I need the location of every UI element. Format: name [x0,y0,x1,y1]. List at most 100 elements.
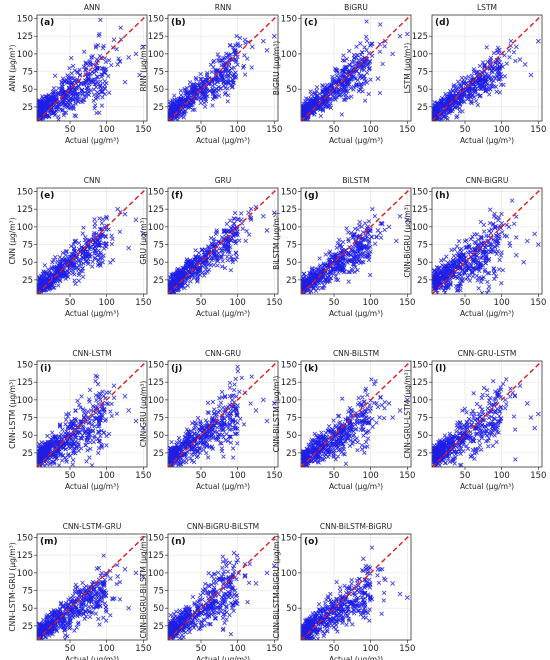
points-layer [37,361,147,467]
data-point [71,106,76,112]
data-point [71,104,76,110]
data-point [260,213,266,219]
data-point [228,254,234,259]
data-point [489,242,494,247]
data-point [103,70,108,75]
data-point [308,89,313,94]
x-tick-label: 100 [363,298,379,308]
data-point [432,274,438,280]
data-point [219,235,225,240]
data-point [459,274,465,279]
data-point [335,265,341,271]
panel-label: (g) [304,191,319,201]
data-point [73,417,79,423]
data-point [302,281,308,286]
data-point [188,101,193,107]
data-point [247,232,252,237]
data-point [309,92,314,97]
data-point [54,268,59,273]
data-point [444,254,449,259]
data-point [202,247,208,252]
data-point [362,45,367,50]
data-point [466,91,472,96]
data-point [126,54,132,60]
data-point [491,266,496,271]
y-tick-label: 50 [153,85,164,95]
data-point [196,271,201,276]
data-point [82,237,88,243]
data-point [54,274,59,279]
data-point [78,99,83,104]
data-point [477,63,483,69]
data-point [468,236,474,242]
data-point [324,87,330,92]
data-point [313,266,319,271]
data-point [344,226,349,231]
data-point [322,91,327,97]
data-point [92,240,97,245]
data-point [356,223,362,228]
data-point [380,61,385,67]
data-point [479,82,485,87]
data-point [186,95,192,100]
data-point [188,279,193,284]
data-point [521,259,527,265]
x-tick-label: 150 [135,125,151,135]
panel-label: (f) [171,191,183,201]
data-point [211,251,217,256]
y-tick-label: 50 [153,258,164,268]
data-point [333,261,339,267]
data-point [140,231,146,237]
y-tick-label: 150 [148,15,164,25]
data-point [445,263,450,269]
data-point [339,268,345,273]
y-tick-label: 100 [281,50,297,60]
x-axis-label: Actual (µg/m³) [329,309,383,318]
data-point [301,106,306,111]
data-point [48,272,53,278]
data-point [41,269,46,274]
data-point [72,88,78,93]
data-point [301,111,306,116]
data-point [193,248,198,253]
y-tick-label: 150 [412,188,428,198]
data-point [60,250,66,256]
identity-line [168,15,278,121]
data-point [364,47,369,53]
data-point [212,77,217,82]
data-point [75,70,81,75]
data-point [104,215,110,221]
data-point [80,406,86,412]
data-point [342,269,347,274]
data-point [224,254,230,259]
x-axis-label: Actual (µg/m³) [65,309,119,318]
data-point [480,276,485,281]
data-point [379,220,385,226]
data-point [50,91,55,97]
data-point [210,96,216,102]
data-point [57,277,63,283]
data-point [63,417,69,422]
data-point [227,73,232,78]
data-point [70,268,76,273]
data-point [52,285,57,290]
data-point [457,253,462,258]
data-point [359,259,365,265]
x-tick-label: 100 [494,125,510,135]
data-point [496,267,502,272]
data-point [347,62,352,67]
data-point [334,67,339,73]
data-point [183,97,189,102]
data-point [198,257,204,263]
data-point [483,87,488,93]
data-point [85,71,90,77]
data-point [233,48,238,53]
data-point [479,276,484,281]
data-point [103,242,109,247]
data-point [39,452,44,457]
data-point [117,229,123,235]
data-point [358,87,363,92]
data-point [506,224,512,230]
data-point [98,397,103,402]
